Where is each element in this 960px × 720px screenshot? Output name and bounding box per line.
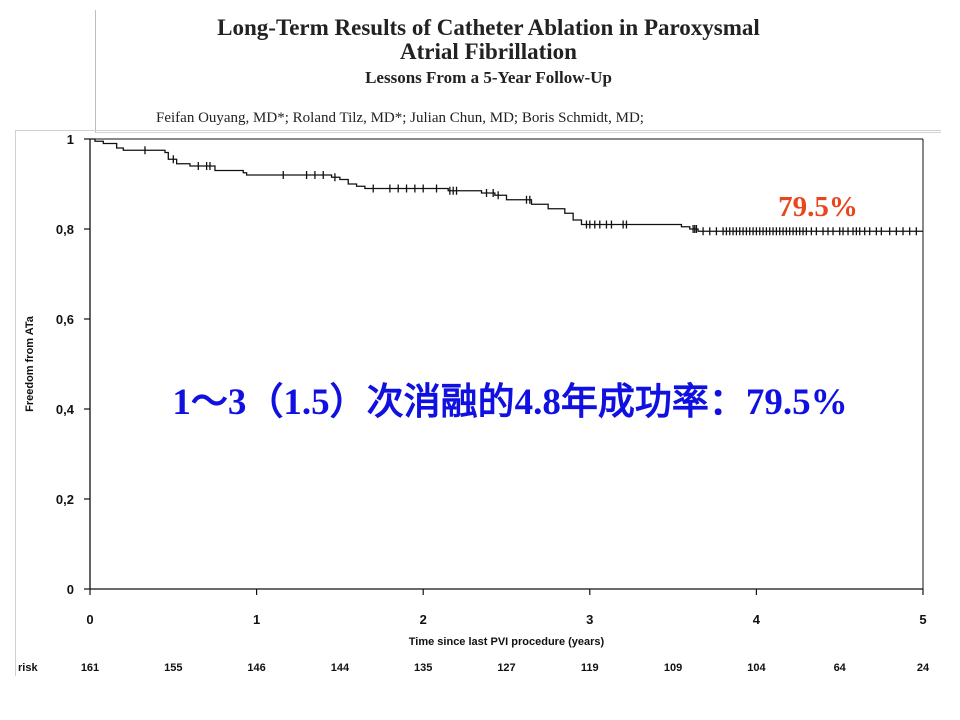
paper-authors: Feifan Ouyang, MD*; Roland Tilz, MD*; Ju… <box>156 110 644 126</box>
final-value-label: 79.5% <box>778 191 858 223</box>
y-tick-label: 0,8 <box>56 222 74 237</box>
paper-header: Long-Term Results of Catheter Ablation i… <box>95 10 941 133</box>
risk-value: 155 <box>164 662 182 674</box>
paper-title-line2: Atrial Fibrillation <box>400 39 577 64</box>
risk-value: 24 <box>917 662 930 674</box>
risk-row-label: risk <box>18 662 38 674</box>
y-tick-label: 0,6 <box>56 312 74 327</box>
risk-value: 146 <box>247 662 265 674</box>
km-step-curve <box>90 138 923 232</box>
x-tick-label: 4 <box>753 612 761 627</box>
x-tick-label: 2 <box>420 612 427 627</box>
risk-value: 109 <box>664 662 682 674</box>
risk-value: 64 <box>834 662 847 674</box>
risk-value: 135 <box>414 662 432 674</box>
x-tick-label: 0 <box>86 612 93 627</box>
x-axis-title: Time since last PVI procedure (years) <box>409 636 605 648</box>
paper-title-line1: Long-Term Results of Catheter Ablation i… <box>217 15 760 40</box>
y-tick-label: 0 <box>67 582 74 597</box>
x-tick-label: 5 <box>919 612 926 627</box>
y-axis-title: Freedom from ATa <box>24 315 36 412</box>
y-tick-label: 0,2 <box>56 492 74 507</box>
risk-value: 127 <box>497 662 515 674</box>
x-tick-label: 3 <box>586 612 593 627</box>
risk-row: 161 155 146 144 135 127 119 109 104 64 24 <box>81 662 930 674</box>
paper-subtitle: Lessons From a 5-Year Follow-Up <box>365 68 612 87</box>
risk-value: 161 <box>81 662 99 674</box>
success-rate-annotation: 1～3（1.5）次消融的4.8年成功率：79.5% <box>172 381 847 423</box>
chart-labels: Time since last PVI procedure (years) Fr… <box>18 191 858 674</box>
curve-layer <box>90 138 923 232</box>
chart-frame <box>15 130 941 676</box>
y-tick-label: 0,4 <box>56 402 75 417</box>
risk-value: 119 <box>581 662 599 674</box>
chart-axes: 0 0,2 0,4 0,6 0,8 1 0 1 2 3 4 5 <box>56 132 927 627</box>
risk-value: 144 <box>331 662 350 674</box>
censor-marks <box>144 146 917 236</box>
y-tick-label: 1 <box>67 132 74 147</box>
risk-value: 104 <box>747 662 766 674</box>
x-tick-label: 1 <box>253 612 260 627</box>
